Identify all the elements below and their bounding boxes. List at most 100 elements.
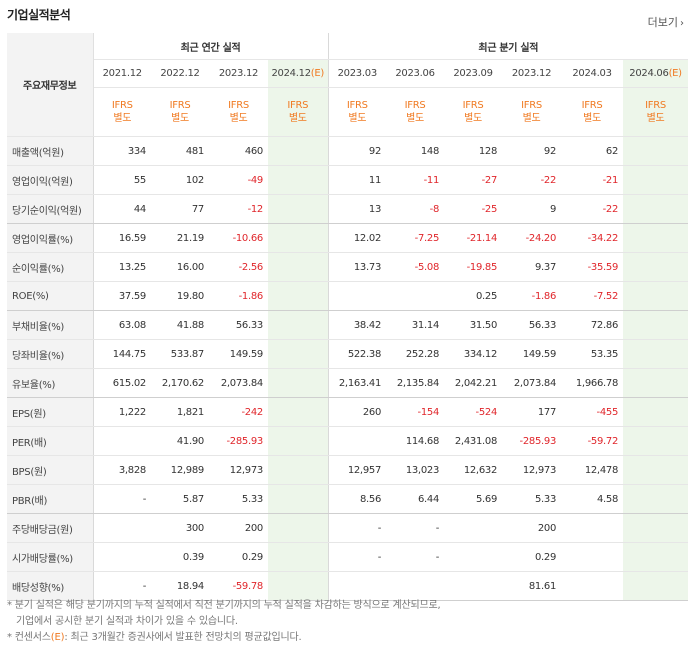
period-header: 2023.03 xyxy=(328,59,387,88)
table-cell: 2,135.84 xyxy=(386,368,445,398)
table-row: 유보율(%) 615.02 2,170.62 2,073.84 2,163.41 2,13… xyxy=(7,368,689,398)
row-label: 배당성향(%) xyxy=(7,571,94,601)
financial-table: 주요재무정보 최근 연간 실적 최근 분기 실적 2021.12 2022.12 2… xyxy=(7,33,689,601)
table-cell: - xyxy=(93,571,151,601)
ifrs-sub-label: 별도 xyxy=(348,113,367,124)
row-label: 시가배당률(%) xyxy=(7,542,94,572)
more-link[interactable]: 더보기 › xyxy=(648,14,684,30)
table-cell xyxy=(623,455,689,485)
table-cell: 41.88 xyxy=(151,310,209,340)
table-cell: 12,973 xyxy=(209,455,268,485)
table-cell: -22 xyxy=(502,165,562,195)
period-header: 2024.12(E) xyxy=(268,59,329,88)
ifrs-sub-label: 별도 xyxy=(229,113,248,124)
table-cell: 2,073.84 xyxy=(209,368,268,398)
period-header: 2024.03 xyxy=(561,59,624,88)
table-cell: 72.86 xyxy=(561,310,624,340)
footnote-3-text: : 최근 3개월간 증권사에서 발표한 전망치의 평균값입니다. xyxy=(64,632,302,643)
ifrs-label: IFRS xyxy=(169,100,191,111)
table-cell xyxy=(561,542,624,572)
ifrs-sub-label: 별도 xyxy=(464,113,482,124)
table-row: 매출액(억원) 334 481 460 92 148 128 92 62 xyxy=(7,136,689,166)
table-cell: 16.59 xyxy=(93,223,151,253)
table-row: 시가배당률(%) 0.39 0.29- -0.29 xyxy=(7,542,689,572)
table-cell: 149.59 xyxy=(209,339,268,369)
table-cell: 252.28 xyxy=(386,339,445,369)
table-cell xyxy=(623,223,689,253)
row-label: EPS(원) xyxy=(7,397,94,427)
table-cell: 334.12 xyxy=(444,339,503,369)
ifrs-header: IFRS 별도 xyxy=(561,87,624,137)
table-cell xyxy=(268,165,329,195)
table-cell: -1.86 xyxy=(209,281,268,311)
table-cell: 114.68 xyxy=(386,426,445,456)
row-label: 영업이익(억원) xyxy=(7,165,94,195)
table-cell: 12.02 xyxy=(328,223,387,253)
table-cell: -59.78 xyxy=(209,571,268,601)
table-cell: 12,478 xyxy=(561,455,624,485)
table-cell: 6.44 xyxy=(386,484,445,514)
period-header: 2023.09 xyxy=(444,59,503,88)
table-cell xyxy=(268,252,329,282)
table-row: 영업이익률(%) 16.59 21.19 -10.66 12.02 -7.25 -21.14… xyxy=(7,223,689,253)
table-cell xyxy=(268,455,329,485)
ifrs-sub-label: 별도 xyxy=(646,113,665,124)
corner-header: 주요재무정보 xyxy=(7,33,94,137)
ifrs-header: IFRS 별도 xyxy=(386,87,445,137)
footnote-2: 기업에서 공시한 분기 실적과 차이가 있을 수 있습니다. xyxy=(16,616,238,627)
table-cell: 615.02 xyxy=(93,368,151,398)
table-row: EPS(원) 1,222 1,821 -242 260 -154 -524 177 -455 xyxy=(7,397,689,427)
table-cell: 41.90 xyxy=(151,426,209,456)
table-cell: 0.25 xyxy=(444,281,503,311)
table-cell xyxy=(268,310,329,340)
table-cell xyxy=(268,368,329,398)
table-cell: 2,042.21 xyxy=(444,368,503,398)
table-cell xyxy=(268,136,329,166)
table-cell: 13.25 xyxy=(93,252,151,282)
table-cell xyxy=(623,368,689,398)
period-label: 2024.06 xyxy=(629,68,669,79)
table-cell: 5.33 xyxy=(502,484,562,514)
table-cell: 12,989 xyxy=(151,455,209,485)
ifrs-header: IFRS 별도 xyxy=(93,87,151,137)
period-header: 2023.06 xyxy=(386,59,445,88)
period-label: 2022.12 xyxy=(160,68,200,79)
table-cell: 533.87 xyxy=(151,339,209,369)
table-cell: 522.38 xyxy=(328,339,387,369)
ifrs-label: IFRS xyxy=(287,100,309,111)
ifrs-header: IFRS 별도 xyxy=(268,87,329,137)
table-row: 부채비율(%) 63.08 41.88 56.33 38.42 31.14 31.50 56.… xyxy=(7,310,689,340)
table-cell: -2.56 xyxy=(209,252,268,282)
footnote-1: * 분기 실적은 해당 분기까지의 누적 실적에서 직전 분기까지의 누적 실적… xyxy=(7,600,441,611)
table-cell: 12,957 xyxy=(328,455,387,485)
row-label: 부채비율(%) xyxy=(7,310,94,340)
table-cell: 102 xyxy=(151,165,209,195)
table-row: BPS(원) 3,828 12,989 12,973 12,957 13,023 12,63… xyxy=(7,455,689,485)
table-cell: -524 xyxy=(444,397,503,427)
table-cell: -22 xyxy=(561,194,624,224)
ifrs-label: IFRS xyxy=(346,100,368,111)
period-header: 2024.06(E) xyxy=(623,59,689,88)
ifrs-header: IFRS 별도 xyxy=(444,87,503,137)
table-cell: 2,170.62 xyxy=(151,368,209,398)
table-cell: 55 xyxy=(93,165,151,195)
table-cell: 481 xyxy=(151,136,209,166)
ifrs-sub-label: 별도 xyxy=(171,113,189,124)
period-header: 2021.12 xyxy=(93,59,151,88)
table-cell: 18.94 xyxy=(151,571,209,601)
period-label: 2023.06 xyxy=(395,68,435,79)
row-label: BPS(원) xyxy=(7,455,94,485)
ifrs-sub-label: 별도 xyxy=(113,113,132,124)
table-cell: -24.20 xyxy=(502,223,562,253)
table-cell: - xyxy=(328,542,387,572)
table-cell: -35.59 xyxy=(561,252,624,282)
table-cell: -27 xyxy=(444,165,503,195)
table-cell: - xyxy=(386,513,445,543)
table-cell: 0.39 xyxy=(151,542,209,572)
table-cell: 92 xyxy=(328,136,387,166)
table-cell xyxy=(328,281,387,311)
table-cell: 92 xyxy=(502,136,562,166)
ifrs-header: IFRS 별도 xyxy=(623,87,689,137)
table-row: ROE(%) 37.59 19.80 -1.86 0.25 -1.86 -7.52 xyxy=(7,281,689,311)
table-cell: -11 xyxy=(386,165,445,195)
